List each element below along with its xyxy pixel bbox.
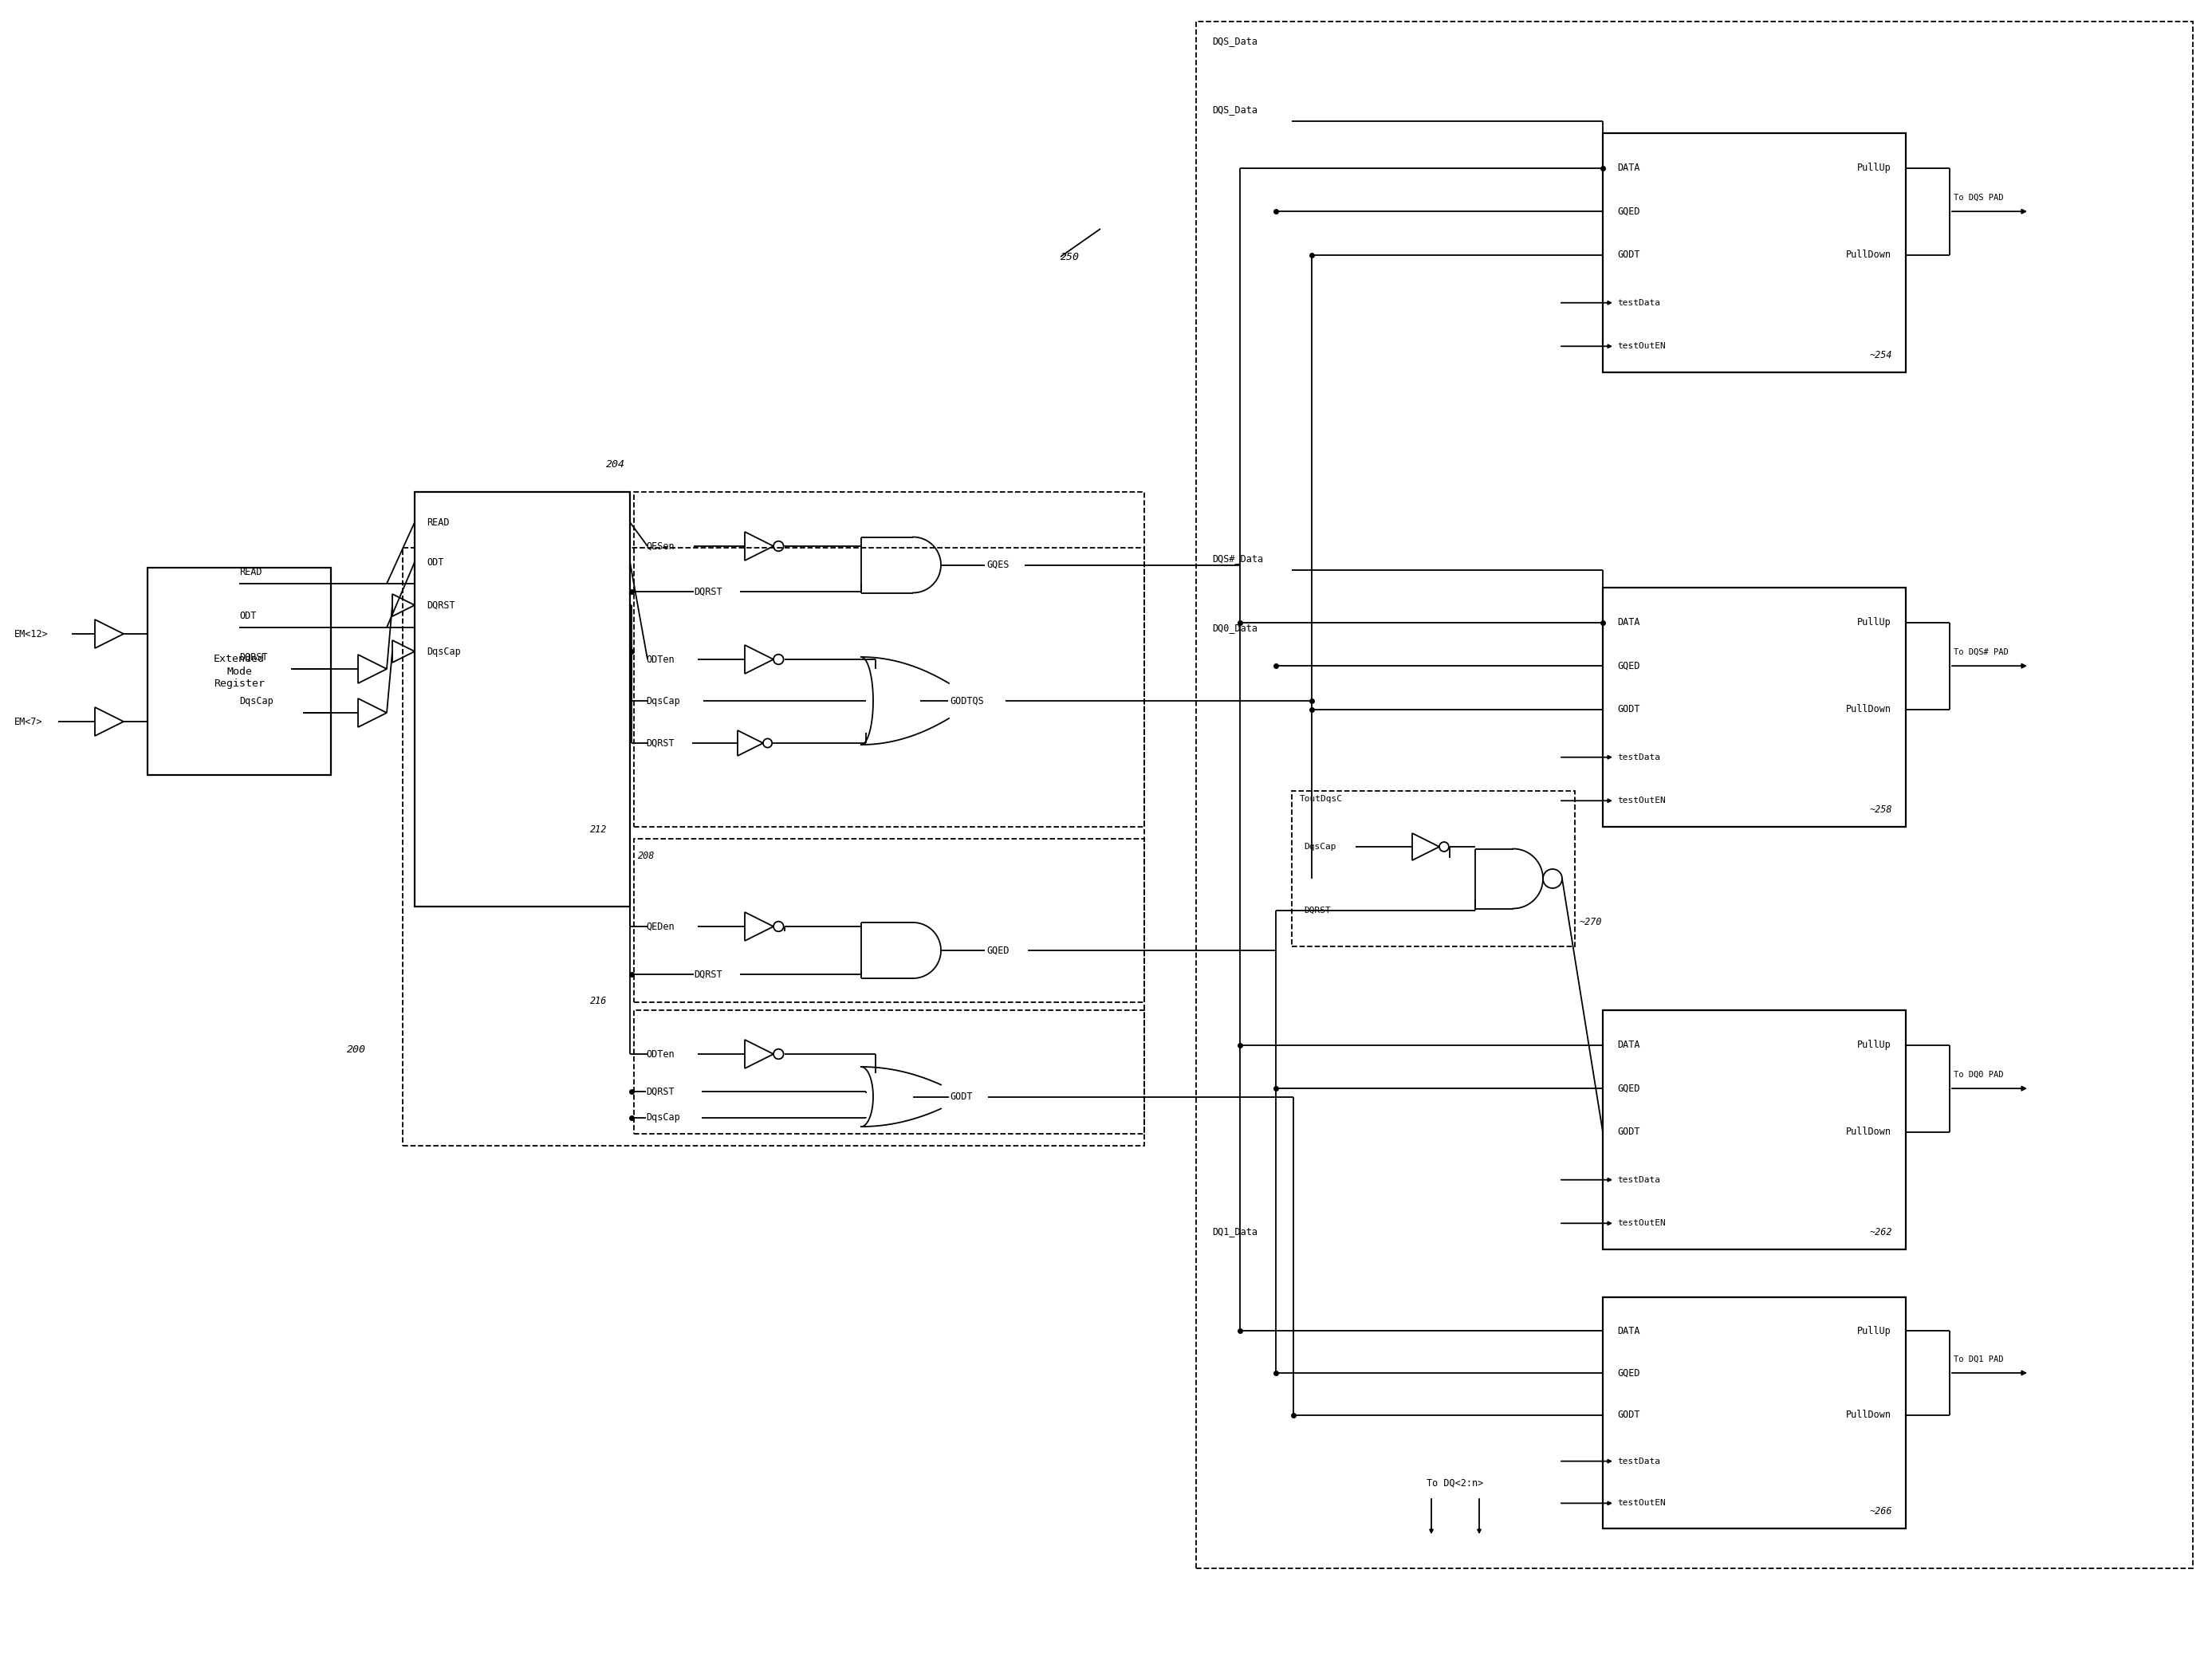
Text: testData: testData: [1617, 1176, 1661, 1183]
Text: READ: READ: [239, 567, 261, 577]
Text: DQRST: DQRST: [646, 737, 675, 749]
Text: PullDown: PullDown: [1847, 1409, 1891, 1419]
Text: 208: 208: [637, 850, 655, 860]
Text: DATA: DATA: [1617, 617, 1639, 627]
Text: DQS_Data: DQS_Data: [1212, 105, 1256, 115]
Bar: [635, 493, 1144, 827]
Text: PullUp: PullUp: [1858, 163, 1891, 173]
Text: ODTen: ODTen: [646, 654, 675, 664]
Text: DQ1_Data: DQ1_Data: [1212, 1226, 1256, 1236]
Bar: [148, 567, 332, 775]
Text: DQRST: DQRST: [695, 586, 721, 597]
Text: PullUp: PullUp: [1858, 617, 1891, 627]
Text: testOutEN: testOutEN: [1617, 343, 1666, 349]
Text: DATA: DATA: [1617, 1040, 1639, 1050]
Text: testOutEN: testOutEN: [1617, 1499, 1666, 1508]
Bar: [635, 1010, 1144, 1133]
Bar: [414, 493, 630, 907]
Text: ~258: ~258: [1869, 804, 1891, 815]
Text: DQRST: DQRST: [695, 968, 721, 980]
Text: GODT: GODT: [1617, 704, 1639, 714]
Text: 212: 212: [591, 824, 606, 835]
Text: Extended
Mode
Register: Extended Mode Register: [215, 654, 265, 689]
Text: PullDown: PullDown: [1847, 704, 1891, 714]
Text: testOutEN: testOutEN: [1617, 797, 1666, 805]
Text: DATA: DATA: [1617, 163, 1639, 173]
Text: DQRST: DQRST: [239, 652, 268, 662]
Text: GQES: GQES: [987, 559, 1009, 571]
Text: 250: 250: [1060, 251, 1079, 261]
Text: 204: 204: [606, 459, 626, 469]
Text: PullDown: PullDown: [1847, 250, 1891, 260]
Text: GQED: GQED: [1617, 206, 1639, 216]
Text: DQRST: DQRST: [427, 601, 456, 611]
Text: ToutDqsC: ToutDqsC: [1301, 795, 1343, 804]
Text: ODT: ODT: [427, 557, 445, 567]
Text: READ: READ: [427, 518, 449, 527]
Text: DQ0_Data: DQ0_Data: [1212, 622, 1256, 632]
Text: GODT: GODT: [1617, 250, 1639, 260]
Text: EM<12>: EM<12>: [13, 629, 49, 639]
Text: QESen: QESen: [646, 541, 675, 551]
Text: ~254: ~254: [1869, 349, 1891, 361]
Text: PullDown: PullDown: [1847, 1127, 1891, 1137]
Text: DATA: DATA: [1617, 1326, 1639, 1336]
Text: DQS#_Data: DQS#_Data: [1212, 554, 1263, 564]
Bar: [403, 547, 1144, 1146]
Text: To DQ1 PAD: To DQ1 PAD: [1953, 1356, 2004, 1363]
Text: GQED: GQED: [1617, 661, 1639, 671]
Bar: [635, 839, 1144, 1002]
Text: EM<7>: EM<7>: [13, 717, 42, 727]
Bar: [1197, 22, 2192, 1569]
Text: ~266: ~266: [1869, 1506, 1891, 1516]
Text: DqsCap: DqsCap: [239, 696, 274, 707]
Text: DqsCap: DqsCap: [1303, 842, 1336, 850]
Text: GODT: GODT: [951, 1092, 973, 1102]
Text: 216: 216: [591, 995, 606, 1007]
Text: ODT: ODT: [239, 611, 257, 621]
Text: ~262: ~262: [1869, 1226, 1891, 1238]
Text: DQRST: DQRST: [646, 1087, 675, 1097]
Text: To DQ0 PAD: To DQ0 PAD: [1953, 1072, 2004, 1078]
Text: GQED: GQED: [987, 945, 1009, 955]
Text: PullUp: PullUp: [1858, 1040, 1891, 1050]
Bar: [1604, 1010, 1907, 1250]
Bar: [1604, 1298, 1907, 1529]
Text: DqsCap: DqsCap: [646, 696, 679, 706]
Bar: [1292, 790, 1575, 947]
Text: GQED: GQED: [1617, 1368, 1639, 1378]
Text: testData: testData: [1617, 300, 1661, 306]
Text: DQRST: DQRST: [1303, 907, 1332, 915]
Text: testData: testData: [1617, 754, 1661, 760]
Text: testData: testData: [1617, 1458, 1661, 1466]
Text: 200: 200: [347, 1045, 365, 1055]
Text: ~270: ~270: [1579, 917, 1601, 927]
Text: GODT: GODT: [1617, 1409, 1639, 1419]
Text: GODT: GODT: [1617, 1127, 1639, 1137]
Text: To DQS PAD: To DQS PAD: [1953, 195, 2004, 201]
Text: PullUp: PullUp: [1858, 1326, 1891, 1336]
Text: GQED: GQED: [1617, 1083, 1639, 1093]
Text: To DQ<2:n>: To DQ<2:n>: [1427, 1478, 1484, 1489]
Text: DqsCap: DqsCap: [427, 646, 460, 657]
Text: DQS_Data: DQS_Data: [1212, 37, 1256, 47]
Text: QEDen: QEDen: [646, 922, 675, 932]
Text: testOutEN: testOutEN: [1617, 1220, 1666, 1228]
Bar: [1604, 133, 1907, 373]
Text: GODTQS: GODTQS: [949, 696, 984, 706]
Text: DqsCap: DqsCap: [646, 1113, 679, 1123]
Text: To DQS# PAD: To DQS# PAD: [1953, 649, 2008, 656]
Bar: [1604, 587, 1907, 827]
Text: ODTen: ODTen: [646, 1048, 675, 1060]
